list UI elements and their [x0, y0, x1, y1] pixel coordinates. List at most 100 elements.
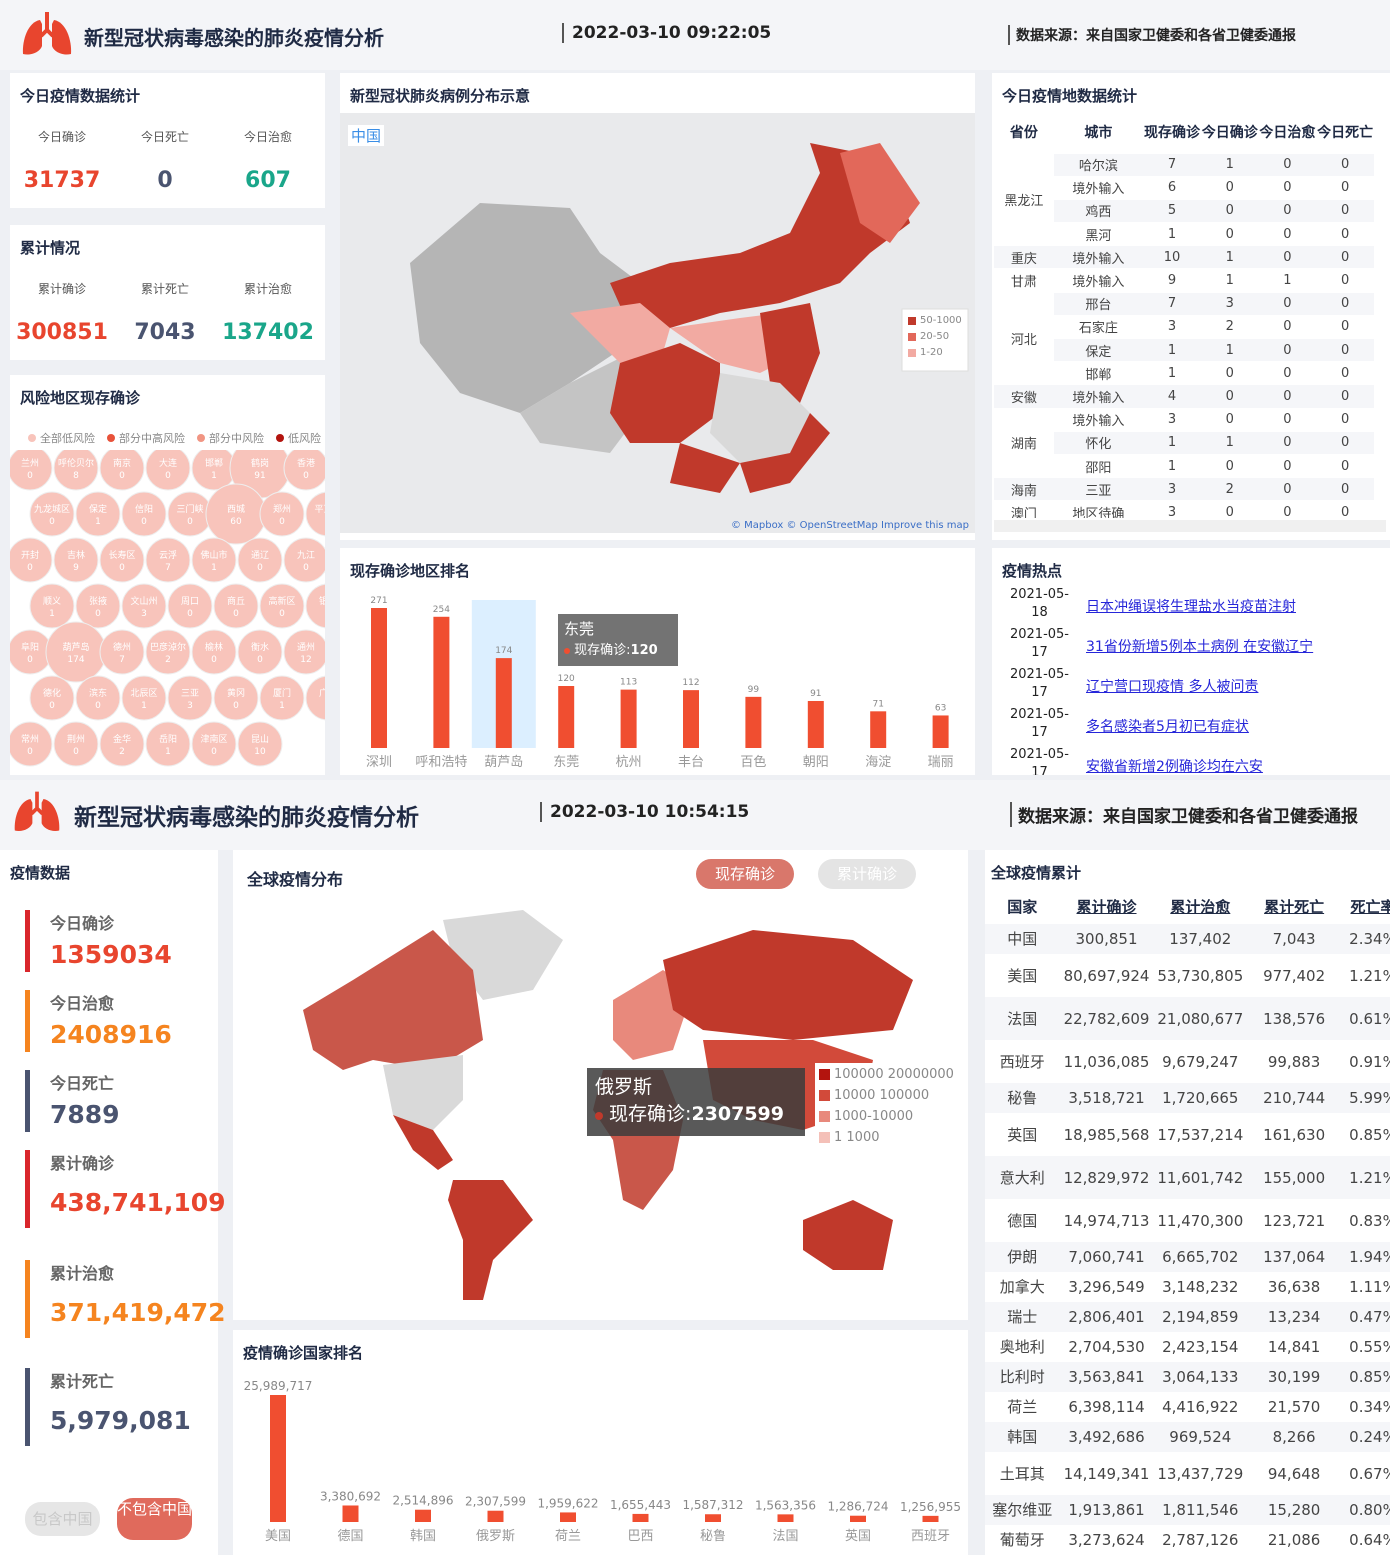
table-row[interactable]: 海南 三亚 3 2 0 0	[994, 477, 1374, 502]
bubble[interactable]: 滨东 0	[75, 675, 121, 721]
bubble[interactable]: 德州 7	[99, 629, 145, 675]
legend-item[interactable]: 部分中风险	[197, 430, 264, 446]
country-canada[interactable]	[303, 930, 483, 1070]
bar[interactable]	[745, 696, 762, 748]
country-russia[interactable]	[663, 930, 913, 1040]
map-attribution[interactable]: © Mapbox © OpenStreetMap Improve this ma…	[730, 520, 969, 531]
table-row[interactable]: 黑龙江 哈尔滨 7 1 0 0	[994, 153, 1374, 247]
bubble[interactable]: 三门峡 0	[167, 491, 213, 537]
bubble[interactable]: 西城 60	[205, 483, 267, 545]
bubble[interactable]: 荆州 0	[53, 721, 99, 767]
bubble[interactable]: 葫芦岛 174	[45, 621, 107, 683]
bubble[interactable]: 广州5	[305, 675, 325, 721]
table-row[interactable]: 河北 邢台 7 3 0 0	[994, 292, 1374, 386]
column-header[interactable]: 省份	[994, 113, 1054, 154]
region-ranking-chart[interactable]: 271 深圳 254 呼和浩特 174 葫芦岛 120 东莞 113 杭州 112 丰台 99 百色 91 朝…	[340, 548, 975, 775]
bubble[interactable]: 九龙城区 0	[29, 491, 75, 537]
bar[interactable]	[620, 689, 637, 748]
bubble[interactable]: 常州 0	[10, 721, 53, 767]
bubble[interactable]: 云浮 7	[145, 537, 191, 583]
province-table-scroll[interactable]: 省份 城市 现存确诊 今日确诊 今日治愈 今日死亡 黑龙江 哈尔滨 7 1 0 0 境外输入 6 0 0 0 鸡西…	[994, 113, 1374, 518]
bubble[interactable]: 保定 1	[75, 491, 121, 537]
bubble[interactable]: 平顶山0	[305, 491, 325, 537]
bubble[interactable]: 文山州 3	[121, 583, 167, 629]
region-guangxi[interactable]	[670, 443, 740, 493]
bubble[interactable]: 阜阳 0	[10, 629, 53, 675]
table-row[interactable]: 邵阳 1 0 0 0	[994, 454, 1374, 479]
bubble[interactable]: 昆山 10	[237, 721, 283, 767]
bubble[interactable]: 商丘 0	[213, 583, 259, 629]
legend-item[interactable]: 低风险	[276, 430, 321, 446]
table-row[interactable]: 土耳其 14,149,341 13,437,729 94,648 0.67%	[985, 1452, 1390, 1495]
bar[interactable]	[807, 700, 824, 748]
bubble[interactable]: 九江 0	[283, 537, 325, 583]
table-row[interactable]: 怀化 1 1 0 0	[994, 431, 1374, 455]
bar[interactable]	[683, 690, 699, 748]
bar[interactable]	[632, 1513, 649, 1522]
region-qinghai[interactable]	[570, 303, 670, 363]
column-header[interactable]: 死亡率	[1350, 898, 1390, 916]
bubble[interactable]: 榆林 0	[191, 629, 237, 675]
bubble[interactable]: 佛山市 1	[191, 537, 237, 583]
bar[interactable]	[487, 1510, 504, 1522]
news-link[interactable]: 安徽省新增2例确诊均在六安	[1086, 759, 1263, 775]
horizontal-scrollbar[interactable]	[994, 520, 1386, 532]
legend-item[interactable]: 1000-10000	[819, 1109, 954, 1124]
table-row[interactable]: 邯郸 1 0 0 0	[994, 361, 1374, 386]
country-ranking-chart[interactable]: 25,989,717 美国 3,380,692 德国 2,514,896 韩国 2,307,…	[233, 1330, 968, 1555]
bubble[interactable]: 邯郸 1	[191, 450, 237, 491]
bubble[interactable]: 高新区 0	[259, 583, 305, 629]
column-header[interactable]: 累计死亡	[1264, 898, 1325, 916]
news-link[interactable]: 辽宁营口现疫情 多人被问责	[1086, 679, 1259, 695]
bubble[interactable]: 南京 0	[99, 450, 145, 491]
column-header[interactable]: 今日死亡	[1316, 113, 1374, 154]
bubble[interactable]: 张掖 0	[75, 583, 121, 629]
table-row[interactable]: 鸡西 5 0 0 0	[994, 199, 1374, 224]
table-row[interactable]: 西班牙 11,036,085 9,679,247 99,883 0.91%	[985, 1040, 1390, 1083]
region-north[interactable]	[610, 143, 910, 328]
column-header[interactable]: 城市	[1053, 113, 1144, 154]
map-tab[interactable]: 累计确诊	[818, 859, 916, 889]
bubble[interactable]: 顺义 1	[29, 583, 75, 629]
region-sichuan[interactable]	[610, 343, 720, 443]
table-row[interactable]: 德国 14,974,713 11,470,300 123,721 0.83%	[985, 1199, 1390, 1242]
bubble[interactable]: 香港 0	[283, 450, 325, 491]
bubble[interactable]: 吉林 9	[53, 537, 99, 583]
table-row[interactable]: 安徽 境外输入 4 0 0 0	[994, 384, 1374, 409]
table-row[interactable]: 保定 1 1 0 0	[994, 338, 1374, 363]
table-row[interactable]: 重庆 境外输入 10 1 0 0	[994, 245, 1374, 270]
bubble[interactable]: 三亚 3	[167, 675, 213, 721]
bubble[interactable]: 通州 12	[283, 629, 325, 675]
legend-item[interactable]: 1-20	[908, 347, 962, 358]
news-link[interactable]: 31省份新增5例本土病例 在安徽辽宁	[1086, 639, 1314, 655]
bar[interactable]	[415, 1509, 431, 1522]
bubble[interactable]: 黄冈 0	[213, 675, 259, 721]
table-row[interactable]: 葡萄牙 3,273,624 2,787,126 21,086 0.64%	[985, 1525, 1390, 1555]
bar[interactable]	[433, 616, 450, 748]
bar[interactable]	[495, 658, 512, 748]
region-heilongjiang[interactable]	[840, 143, 920, 243]
country-mexico[interactable]	[393, 1115, 453, 1170]
bubble[interactable]: 北辰区 1	[121, 675, 167, 721]
legend-item[interactable]: 100000 20000000	[819, 1067, 954, 1082]
bar[interactable]	[558, 686, 575, 748]
region-xinjiang[interactable]	[410, 203, 640, 413]
region-tibet[interactable]	[520, 353, 640, 453]
table-row[interactable]: 境外输入 6 0 0 0	[994, 176, 1374, 200]
bubble[interactable]: 通辽 0	[237, 537, 283, 583]
bubble[interactable]: 津南区 0	[191, 721, 237, 767]
legend-item[interactable]: 20-50	[908, 331, 962, 342]
column-header[interactable]: 国家	[1007, 898, 1038, 916]
bar[interactable]	[870, 711, 887, 748]
bubble[interactable]: 岳阳 1	[145, 721, 191, 767]
bubble[interactable]: 长寿区 0	[99, 537, 145, 583]
table-row[interactable]: 荷兰 6,398,114 4,416,922 21,570 0.34%	[985, 1392, 1390, 1422]
bubble[interactable]: 衡水 0	[237, 629, 283, 675]
